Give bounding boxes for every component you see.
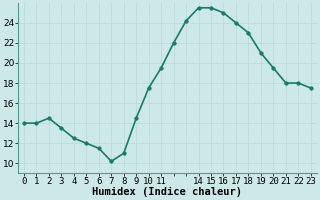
X-axis label: Humidex (Indice chaleur): Humidex (Indice chaleur): [92, 187, 242, 197]
